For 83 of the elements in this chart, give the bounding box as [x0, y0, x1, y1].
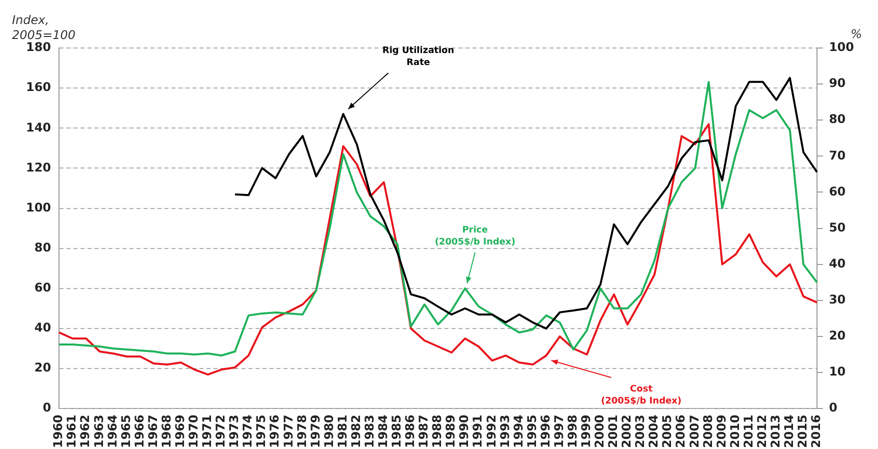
y-tick-label: 80 [34, 240, 52, 254]
y2-tick-label: 60 [828, 184, 846, 198]
y-axis-title: Index, 2005=100 [12, 13, 76, 42]
y-tick-label: 180 [26, 40, 52, 54]
x-tick-label: 1960 [51, 414, 66, 448]
x-tick-label: 2004 [646, 414, 661, 448]
x-tick-label: 1970 [186, 414, 201, 448]
x-tick-label: 1980 [322, 414, 336, 448]
x-tick-label: 2012 [754, 414, 769, 448]
x-tick-label: 1999 [579, 414, 593, 448]
x-tick-label: 1968 [159, 414, 174, 448]
x-tick-label: 2006 [674, 414, 688, 448]
x-tick-label: 1981 [335, 414, 350, 448]
y2-tick-label: 80 [828, 112, 846, 126]
x-tick-label: 1967 [146, 414, 160, 448]
y2-tick-label: 0 [828, 400, 838, 415]
x-tick-label: 2008 [700, 414, 715, 448]
x-tick-label: 2013 [768, 414, 782, 448]
x-tick-label: 1987 [416, 414, 431, 448]
x-tick-label: 2009 [714, 414, 728, 448]
y2-tick-label: 90 [828, 76, 846, 90]
x-tick-label: 2000 [592, 414, 607, 448]
x-tick-label: 2011 [741, 414, 756, 448]
x-tick-label: 1993 [498, 414, 512, 448]
text: Rig Utilization Rate [382, 46, 454, 68]
y-tick-label: 160 [26, 80, 52, 94]
x-tick-label: 1971 [200, 414, 214, 448]
x-tick-label: 1977 [281, 414, 296, 448]
x-tick-label: 2015 [796, 414, 810, 448]
x-tick-label: 2002 [620, 414, 634, 448]
x-tick-label: 2014 [782, 414, 796, 448]
x-tick-label: 1978 [294, 414, 309, 448]
x-tick-label: 1996 [538, 414, 552, 448]
x-tick-label: 1985 [390, 414, 404, 448]
x-tick-label: 1989 [444, 414, 458, 448]
x-tick-label: 1984 [376, 414, 390, 448]
text: Cost (2005$/b Index) [601, 384, 682, 407]
y2-tick-label: 70 [828, 148, 846, 162]
x-tick-label: 1976 [268, 414, 282, 448]
y2-tick-label: 20 [828, 328, 846, 343]
x-tick-label: 1962 [78, 414, 92, 448]
x-tick-label: 1982 [348, 414, 363, 448]
x-tick-label: 2016 [809, 414, 824, 448]
y-tick-label: 20 [34, 360, 52, 375]
x-tick-label: 1969 [172, 414, 187, 448]
y-tick-label: 60 [34, 280, 52, 295]
x-tick-label: 1965 [118, 414, 133, 448]
x-tick-label: 1998 [565, 414, 580, 448]
x-tick-label: 2005 [660, 414, 674, 448]
x-tick-label: 1990 [457, 414, 472, 448]
x-tick-label: 1964 [105, 414, 120, 448]
x-tick-label: 1997 [552, 414, 566, 448]
x-tick-label: 1994 [511, 414, 526, 448]
x-tick-label: 1983 [362, 414, 376, 448]
y2-axis-title: % [850, 27, 862, 41]
x-tick-label: 1972 [214, 414, 228, 448]
x-tick-label: 2001 [606, 414, 620, 448]
y-tick-label: 120 [26, 160, 52, 174]
x-tick-label: 1992 [484, 414, 498, 448]
x-tick-label: 1973 [227, 414, 242, 448]
x-tick-label: 1995 [524, 414, 539, 448]
y2-tick-label: 50 [828, 220, 846, 234]
x-tick-label: 1986 [403, 414, 418, 448]
x-tick-label: 1974 [240, 414, 255, 448]
x-tick-label: 1963 [92, 414, 106, 448]
y2-tick-label: 40 [828, 256, 846, 270]
x-tick-label: 1991 [470, 414, 485, 448]
x-tick-label: 2007 [687, 414, 702, 448]
x-tick-label: 1975 [254, 414, 268, 448]
x-tick-label: 1988 [430, 414, 444, 448]
x-tick-label: 2003 [633, 414, 648, 448]
x-tick-label: 1961 [64, 414, 79, 448]
y-tick-label: 100 [26, 200, 52, 214]
y-tick-label: 140 [26, 120, 52, 134]
x-tick-label: 1966 [132, 414, 146, 448]
y-tick-label: 40 [34, 320, 52, 335]
y-tick-label: 0 [42, 400, 52, 415]
text: Price (2005$/b Index) [434, 225, 516, 248]
y2-tick-label: 100 [828, 40, 854, 54]
x-tick-label: 1979 [308, 414, 322, 448]
y2-tick-label: 10 [828, 364, 846, 379]
y2-tick-label: 30 [828, 292, 846, 307]
x-tick-label: 2010 [728, 414, 742, 448]
